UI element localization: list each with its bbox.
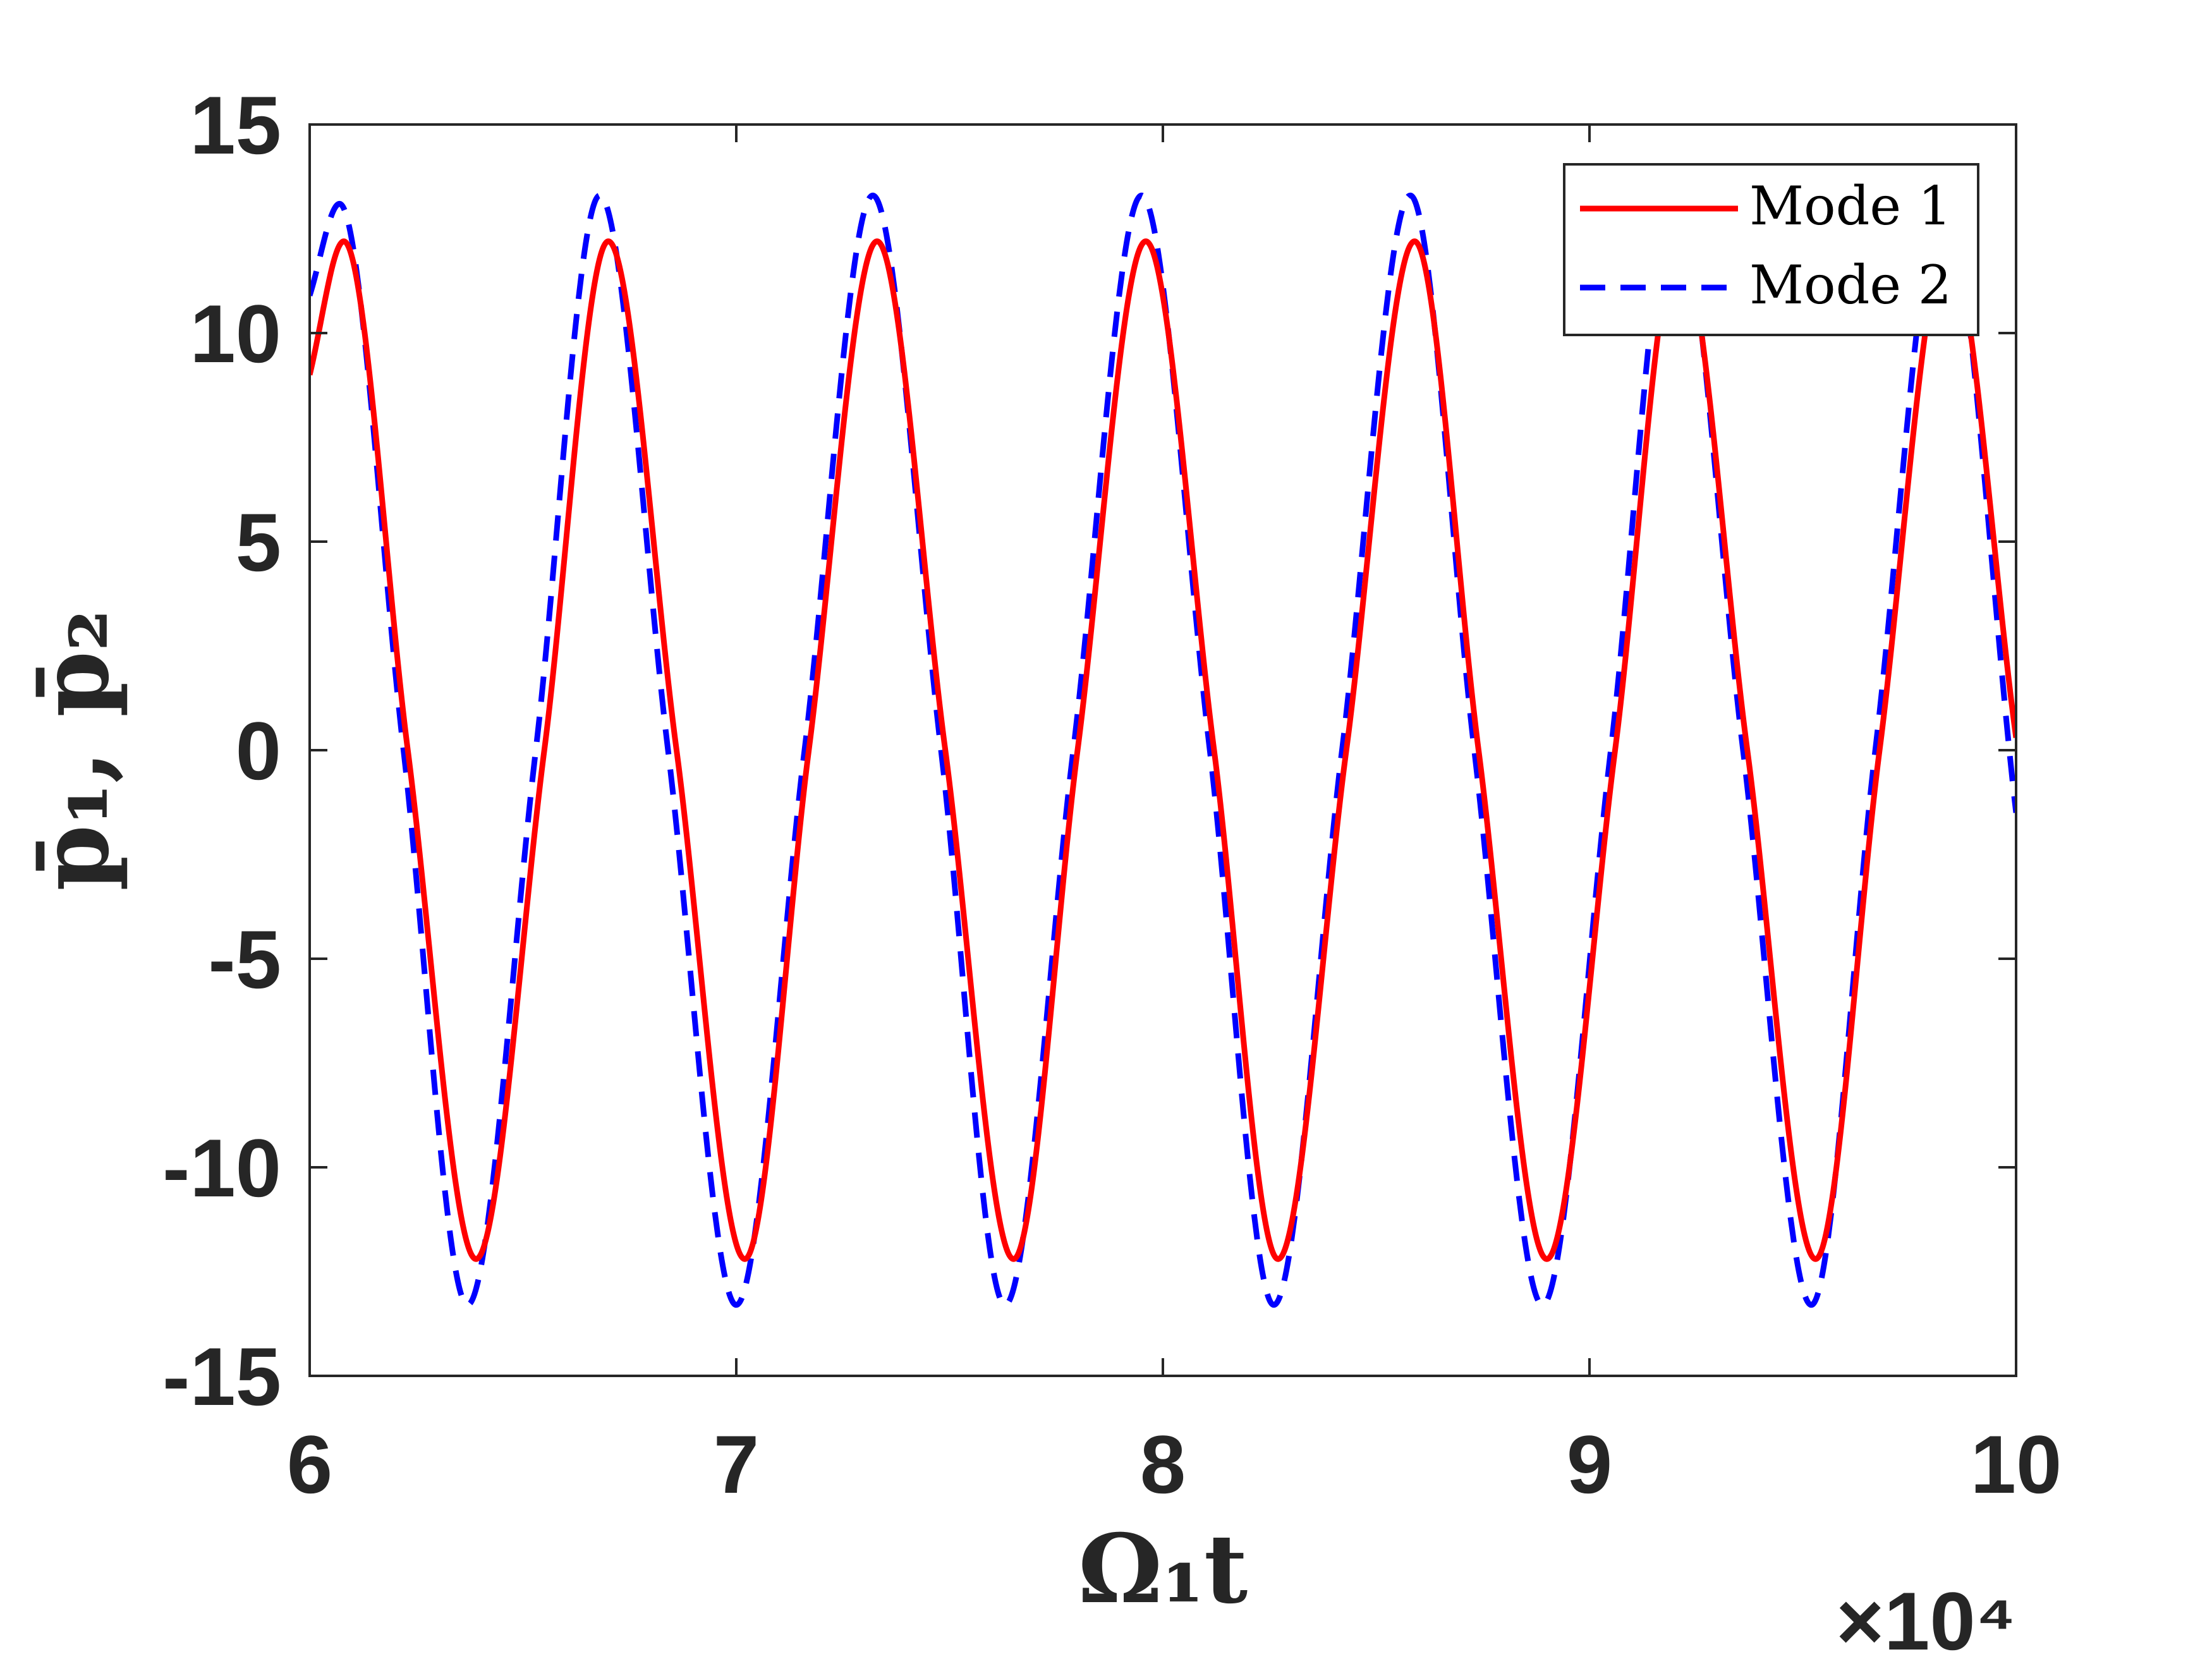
x-tick-label: 7 bbox=[714, 1418, 759, 1510]
y-tick-label: 15 bbox=[190, 79, 281, 171]
x-exponent-label: ×10⁴ bbox=[1836, 1575, 2016, 1659]
legend-box bbox=[1563, 163, 1979, 336]
y-tick-label: -15 bbox=[162, 1330, 281, 1423]
legend-label-mode-1: Mode 1 bbox=[1749, 175, 1952, 237]
legend-label-mode-2: Mode 2 bbox=[1749, 254, 1952, 316]
series-layer bbox=[310, 192, 2016, 1308]
y-tick-label: 5 bbox=[236, 496, 281, 588]
tick-layer: 6 7 8 9 10 15 10 5 0 -5 -10 -15 bbox=[162, 79, 2062, 1510]
x-tick-label: 8 bbox=[1140, 1418, 1186, 1510]
series-line-mode-1 bbox=[310, 238, 2016, 1262]
series-line-mode-2 bbox=[310, 192, 2016, 1308]
y-tick-label: -10 bbox=[162, 1122, 281, 1214]
y-tick-label: -5 bbox=[208, 913, 281, 1006]
y-tick-label: 10 bbox=[190, 288, 281, 380]
y-tick-label: 0 bbox=[236, 705, 281, 797]
legend: Mode 1 Mode 2 bbox=[1563, 163, 1979, 336]
x-tick-label: 6 bbox=[287, 1418, 332, 1510]
x-tick-label: 10 bbox=[1971, 1418, 2062, 1510]
y-axis-label: p̄₁, p̄₂ bbox=[19, 609, 130, 891]
x-axis-label: Ω₁t bbox=[1078, 1514, 1248, 1625]
x-tick-label: 9 bbox=[1567, 1418, 1612, 1510]
